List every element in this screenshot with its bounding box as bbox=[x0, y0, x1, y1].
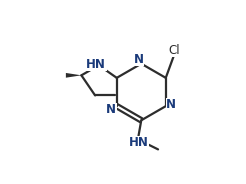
Text: HN: HN bbox=[128, 136, 148, 149]
Text: N: N bbox=[134, 53, 143, 66]
Text: Cl: Cl bbox=[169, 44, 180, 56]
Text: N: N bbox=[106, 103, 116, 116]
Text: N: N bbox=[166, 98, 176, 111]
Polygon shape bbox=[66, 73, 81, 78]
Text: HN: HN bbox=[86, 58, 106, 71]
